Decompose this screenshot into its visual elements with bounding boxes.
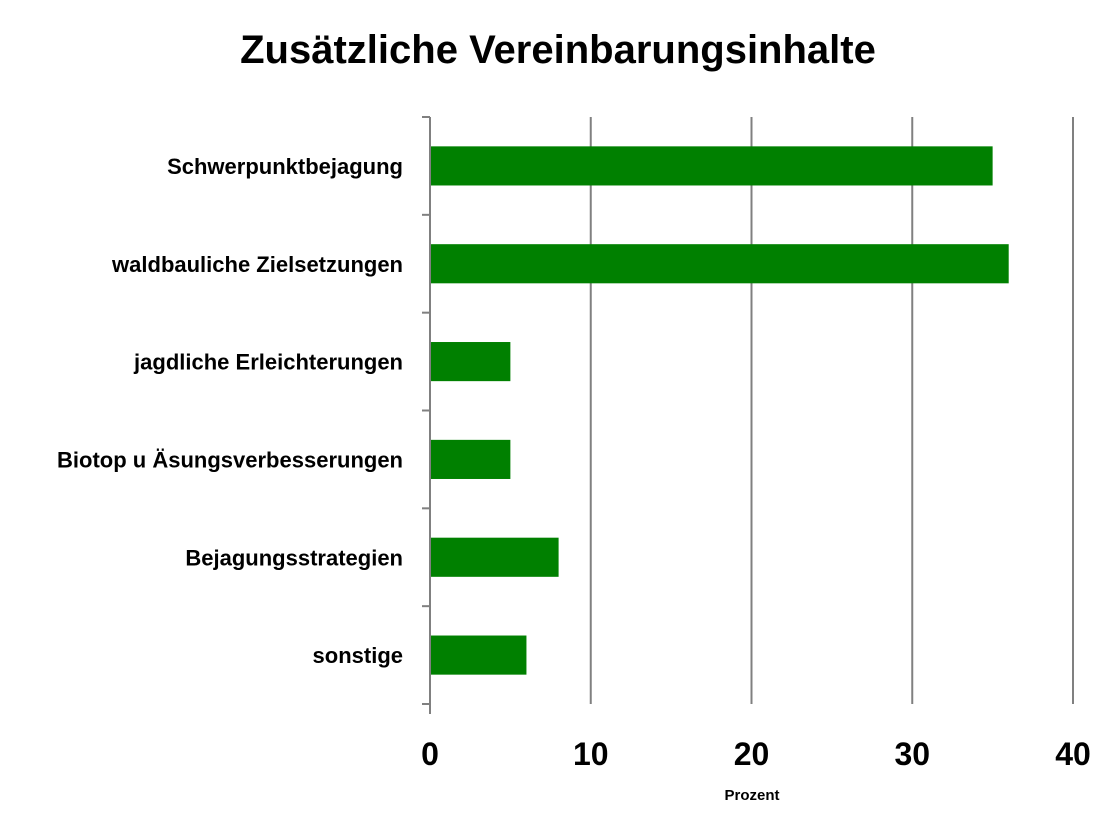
chart-title: Zusätzliche Vereinbarungsinhalte bbox=[240, 28, 876, 72]
x-axis-title: Prozent bbox=[724, 787, 779, 804]
bar bbox=[430, 244, 1009, 284]
bar bbox=[430, 146, 993, 186]
x-tick-label: 0 bbox=[421, 736, 439, 772]
x-tick-label: 40 bbox=[1055, 736, 1091, 772]
x-tick-label: 30 bbox=[894, 736, 930, 772]
bar bbox=[430, 537, 559, 577]
category-label: Biotop u Äsungsverbesserungen bbox=[57, 447, 403, 472]
category-label: Bejagungsstrategien bbox=[185, 545, 403, 570]
category-label: sonstige bbox=[313, 643, 403, 668]
category-label: jagdliche Erleichterungen bbox=[133, 350, 403, 375]
category-label: waldbauliche Zielsetzungen bbox=[111, 252, 403, 277]
bar bbox=[430, 635, 527, 675]
category-label: Schwerpunktbejagung bbox=[167, 154, 403, 179]
x-tick-label: 20 bbox=[734, 736, 770, 772]
x-tick-label: 10 bbox=[573, 736, 609, 772]
bar bbox=[430, 439, 511, 479]
bar bbox=[430, 342, 511, 382]
